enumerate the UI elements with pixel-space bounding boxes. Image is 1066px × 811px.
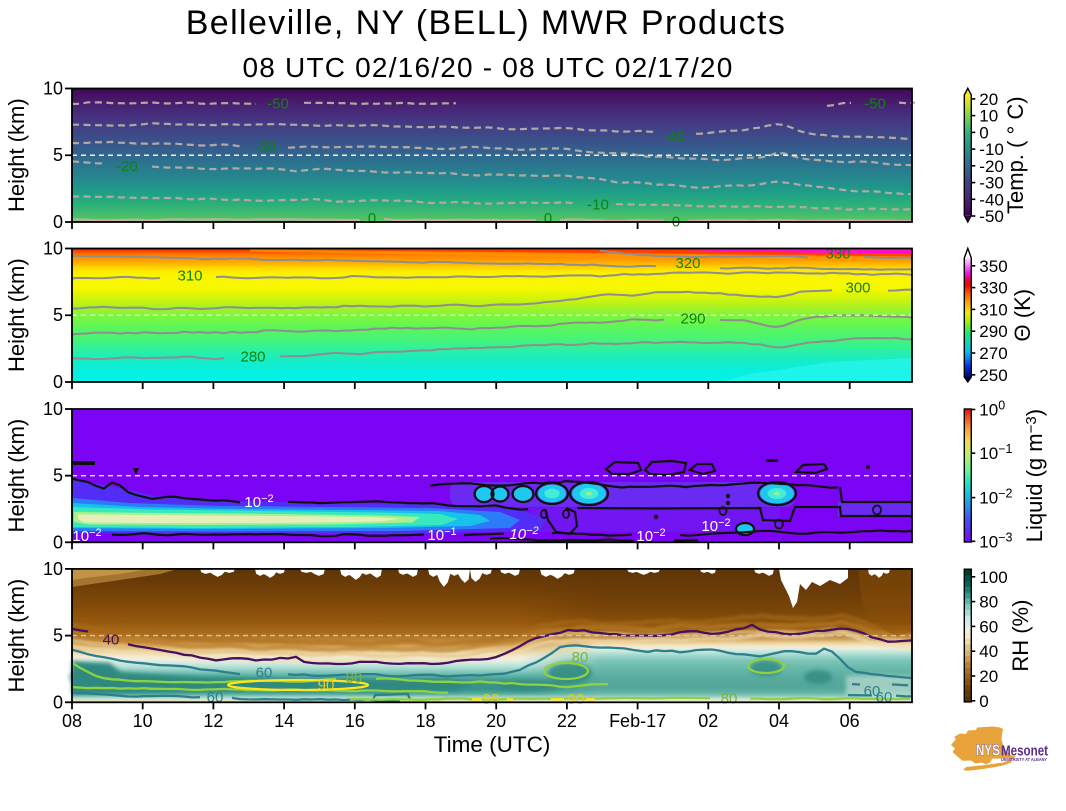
svg-text:-30: -30 xyxy=(979,174,1004,193)
svg-text:5: 5 xyxy=(53,626,63,646)
svg-text:0: 0 xyxy=(368,210,376,227)
svg-text:350: 350 xyxy=(979,257,1007,276)
svg-text:250: 250 xyxy=(979,366,1007,385)
svg-text:0: 0 xyxy=(53,532,63,552)
svg-text:10: 10 xyxy=(43,239,63,259)
svg-text:40: 40 xyxy=(979,642,998,661)
svg-text:5: 5 xyxy=(53,145,63,165)
svg-text:12: 12 xyxy=(203,711,223,731)
svg-text:320: 320 xyxy=(675,255,700,272)
svg-text:-20: -20 xyxy=(116,158,138,175)
svg-text:-40: -40 xyxy=(979,190,1004,209)
svg-text:300: 300 xyxy=(845,280,870,297)
svg-text:10: 10 xyxy=(43,559,63,579)
svg-text:310: 310 xyxy=(177,268,202,285)
svg-text:Height (km): Height (km) xyxy=(4,419,29,533)
svg-text:08 UTC 02/16/20 - 08 UTC 02/17: 08 UTC 02/16/20 - 08 UTC 02/17/20 xyxy=(243,52,734,83)
svg-text:40: 40 xyxy=(103,632,120,649)
svg-text:18: 18 xyxy=(415,711,435,731)
svg-text:Feb-17: Feb-17 xyxy=(609,711,666,731)
svg-text:0: 0 xyxy=(53,212,63,232)
svg-text:10: 10 xyxy=(43,79,63,99)
svg-text:-50: -50 xyxy=(979,207,1004,226)
svg-text:10: 10 xyxy=(133,711,153,731)
svg-text:80: 80 xyxy=(721,691,738,708)
svg-text:Mesonet: Mesonet xyxy=(1001,744,1048,760)
svg-text:04: 04 xyxy=(769,711,789,731)
svg-text:Time (UTC): Time (UTC) xyxy=(434,732,551,757)
svg-text:310: 310 xyxy=(979,300,1007,319)
svg-text:14: 14 xyxy=(274,711,294,731)
svg-text:60: 60 xyxy=(864,683,881,700)
svg-text:100: 100 xyxy=(979,568,1007,587)
svg-text:0: 0 xyxy=(979,123,988,142)
svg-text:Height (km): Height (km) xyxy=(4,258,29,372)
svg-text:Height (km): Height (km) xyxy=(4,98,29,212)
svg-text:5: 5 xyxy=(53,466,63,486)
svg-text:Height (km): Height (km) xyxy=(4,579,29,693)
svg-text:-10: -10 xyxy=(979,140,1004,159)
svg-text:80: 80 xyxy=(979,593,998,612)
svg-text:90: 90 xyxy=(483,691,500,708)
svg-text:-10: -10 xyxy=(587,197,609,214)
svg-text:-50: -50 xyxy=(267,96,289,113)
svg-text:90: 90 xyxy=(568,691,585,708)
svg-text:0: 0 xyxy=(53,692,63,712)
svg-text:330: 330 xyxy=(825,246,850,263)
svg-text:-20: -20 xyxy=(979,157,1004,176)
svg-text:16: 16 xyxy=(345,711,365,731)
svg-text:330: 330 xyxy=(979,279,1007,298)
svg-text:Θ (K): Θ (K) xyxy=(1010,289,1035,342)
svg-text:20: 20 xyxy=(979,667,998,686)
svg-text:80: 80 xyxy=(346,670,363,687)
svg-text:-50: -50 xyxy=(864,96,886,113)
svg-text:0: 0 xyxy=(979,692,988,711)
svg-text:10: 10 xyxy=(43,399,63,419)
svg-text:290: 290 xyxy=(979,322,1007,341)
svg-text:280: 280 xyxy=(240,349,265,366)
svg-text:02: 02 xyxy=(698,711,718,731)
svg-text:20: 20 xyxy=(486,711,506,731)
svg-text:UNIVERSITY AT ALBANY: UNIVERSITY AT ALBANY xyxy=(1001,757,1047,762)
svg-text:08: 08 xyxy=(62,711,82,731)
svg-text:-30: -30 xyxy=(254,139,276,156)
svg-text:290: 290 xyxy=(680,311,705,328)
svg-text:60: 60 xyxy=(207,689,224,706)
svg-text:0: 0 xyxy=(544,210,552,227)
svg-text:60: 60 xyxy=(256,665,273,682)
svg-text:10: 10 xyxy=(979,107,998,126)
svg-text:90: 90 xyxy=(318,677,335,694)
svg-text:NYS: NYS xyxy=(976,743,1000,760)
svg-text:Belleville, NY (BELL) MWR Prod: Belleville, NY (BELL) MWR Products xyxy=(186,4,787,42)
svg-text:80: 80 xyxy=(572,649,589,666)
svg-text:-40: -40 xyxy=(663,129,685,146)
svg-text:60: 60 xyxy=(979,617,998,636)
svg-text:0: 0 xyxy=(53,372,63,392)
svg-text:06: 06 xyxy=(840,711,860,731)
svg-text:Temp. ( ° C): Temp. ( ° C) xyxy=(1003,96,1028,214)
svg-text:22: 22 xyxy=(557,711,577,731)
svg-text:270: 270 xyxy=(979,344,1007,363)
svg-text:5: 5 xyxy=(53,305,63,325)
svg-text:RH (%): RH (%) xyxy=(1008,600,1033,672)
svg-text:20: 20 xyxy=(979,90,998,109)
svg-text:60: 60 xyxy=(876,689,893,706)
